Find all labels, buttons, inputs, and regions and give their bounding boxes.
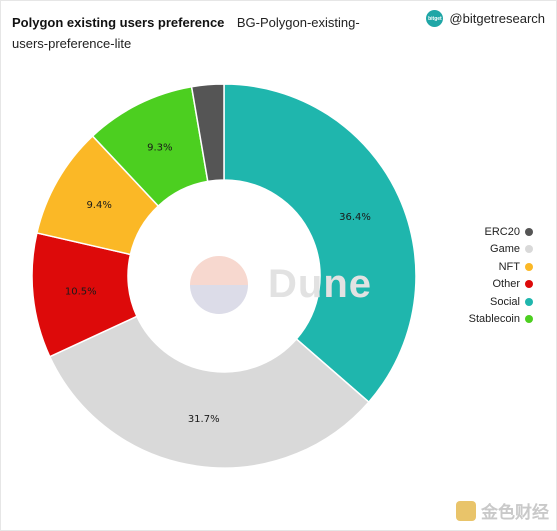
legend-item-social[interactable]: Social xyxy=(455,293,533,311)
legend-swatch xyxy=(525,262,533,271)
footer-watermark-text: 金色财经 xyxy=(481,503,549,522)
slice-social[interactable] xyxy=(223,83,417,404)
brand-avatar-icon: bitget xyxy=(426,10,444,27)
legend-label: Stablecoin xyxy=(468,313,520,326)
chart-title: Polygon existing users preference xyxy=(12,15,225,30)
legend-swatch xyxy=(525,227,533,236)
dune-watermark: Dune xyxy=(268,262,372,306)
legend-label: ERC20 xyxy=(484,225,520,238)
slice-label-nft: 9.4% xyxy=(86,200,111,211)
slice-game[interactable] xyxy=(48,315,370,469)
legend-label: Social xyxy=(490,295,520,308)
legend-label: NFT xyxy=(498,260,520,273)
legend-item-nft[interactable]: NFT xyxy=(455,258,533,276)
chart-subtitle: BG-Polygon-existing-users-preference-lit… xyxy=(12,15,360,51)
footer-logo-icon xyxy=(456,500,476,521)
chart-header: Polygon existing users preference BG-Pol… xyxy=(12,12,392,54)
legend-swatch xyxy=(525,245,533,254)
legend-item-game[interactable]: Game xyxy=(455,241,533,259)
legend-item-erc20[interactable]: ERC20 xyxy=(455,223,533,241)
brand-handle: @bitgetresearch xyxy=(449,11,545,26)
legend-swatch xyxy=(525,280,533,289)
chart-legend: ERC20 Game NFT Other Social Stablecoin xyxy=(455,223,533,328)
dune-logo-icon xyxy=(190,256,248,314)
slice-erc20[interactable] xyxy=(190,83,225,183)
slice-label-other: 10.5% xyxy=(65,286,97,297)
legend-item-other[interactable]: Other xyxy=(455,276,533,294)
legend-label: Other xyxy=(492,278,520,291)
legend-swatch xyxy=(525,315,533,324)
slice-label-social: 36.4% xyxy=(339,212,371,223)
slice-label-game: 31.7% xyxy=(188,414,220,425)
legend-label: Game xyxy=(490,243,520,256)
brand-tag[interactable]: bitget @bitgetresearch xyxy=(426,10,545,27)
footer-watermark: 金色财经 xyxy=(456,498,549,523)
slice-label-stablecoin: 9.3% xyxy=(147,143,172,154)
legend-item-stablecoin[interactable]: Stablecoin xyxy=(455,311,533,329)
legend-swatch xyxy=(525,297,533,306)
